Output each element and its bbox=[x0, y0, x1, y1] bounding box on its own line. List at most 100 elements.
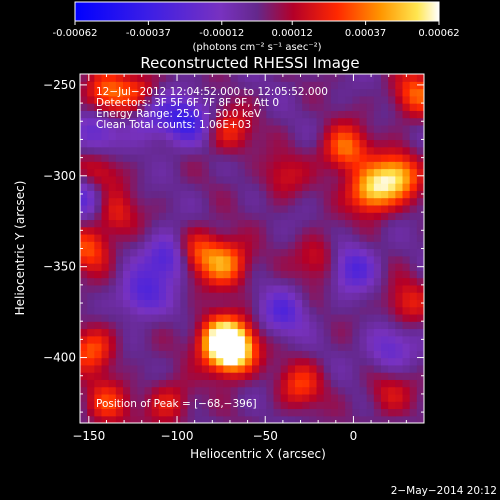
heatmap-cell bbox=[237, 372, 246, 380]
heatmap-cell bbox=[115, 393, 124, 402]
heatmap-cell bbox=[209, 197, 217, 206]
heatmap-cell bbox=[187, 306, 196, 315]
heatmap-cell bbox=[166, 415, 174, 423]
heatmap-cell bbox=[187, 95, 196, 104]
heatmap-cell bbox=[237, 88, 246, 97]
heatmap-cell bbox=[130, 219, 138, 228]
heatmap-cell bbox=[137, 372, 146, 380]
heatmap-cell bbox=[395, 255, 404, 264]
heatmap-cell bbox=[273, 255, 282, 264]
heatmap-cell bbox=[266, 88, 275, 97]
heatmap-cell bbox=[338, 88, 346, 97]
heatmap-cell bbox=[259, 292, 267, 300]
heatmap-cell bbox=[180, 103, 189, 111]
heatmap-cell bbox=[87, 328, 95, 337]
heatmap-cell bbox=[388, 139, 396, 148]
heatmap-cell bbox=[144, 197, 153, 206]
heatmap-cell bbox=[402, 263, 411, 271]
heatmap-cell bbox=[409, 292, 418, 300]
heatmap-cell bbox=[252, 350, 260, 359]
heatmap-image bbox=[80, 74, 424, 423]
heatmap-cell bbox=[416, 190, 424, 199]
heatmap-cell bbox=[259, 248, 267, 257]
heatmap-cell bbox=[373, 88, 382, 97]
heatmap-cell bbox=[87, 168, 95, 177]
heatmap-cell bbox=[244, 299, 253, 308]
heatmap-cell bbox=[409, 357, 418, 366]
heatmap-cell bbox=[381, 241, 389, 250]
heatmap-cell bbox=[388, 350, 396, 359]
heatmap-cell bbox=[123, 255, 131, 264]
heatmap-cell bbox=[388, 183, 396, 191]
heatmap-cell bbox=[216, 284, 224, 293]
heatmap-cell bbox=[273, 401, 282, 410]
heatmap-cell bbox=[230, 204, 239, 213]
heatmap-cell bbox=[108, 306, 117, 315]
heatmap-cell bbox=[180, 175, 189, 184]
heatmap-cell bbox=[201, 386, 210, 395]
heatmap-cell bbox=[94, 139, 103, 148]
heatmap-cell bbox=[316, 386, 325, 395]
heatmap-cell bbox=[330, 248, 339, 257]
heatmap-cell bbox=[87, 153, 95, 162]
heatmap-cell bbox=[216, 241, 224, 250]
heatmap-cell bbox=[94, 88, 103, 97]
heatmap-cell bbox=[166, 88, 174, 97]
heatmap-cell bbox=[108, 161, 117, 170]
heatmap-cell bbox=[230, 74, 239, 82]
heatmap-cell bbox=[158, 357, 167, 366]
heatmap-cell bbox=[416, 386, 424, 395]
heatmap-cell bbox=[381, 88, 389, 97]
heatmap-cell bbox=[366, 161, 375, 170]
heatmap-cell bbox=[309, 233, 318, 242]
heatmap-cell bbox=[302, 110, 310, 119]
heatmap-cell bbox=[416, 226, 424, 235]
heatmap-cell bbox=[244, 408, 253, 417]
heatmap-cell bbox=[137, 350, 146, 359]
heatmap-cell bbox=[259, 103, 267, 111]
heatmap-cell bbox=[230, 132, 239, 141]
heatmap-cell bbox=[115, 233, 124, 242]
heatmap-cell bbox=[381, 277, 389, 286]
heatmap-cell bbox=[402, 132, 411, 141]
heatmap-cell bbox=[137, 103, 146, 111]
heatmap-cell bbox=[130, 372, 138, 380]
heatmap-cell bbox=[373, 321, 382, 330]
heatmap-cell bbox=[115, 328, 124, 337]
heatmap-cell bbox=[216, 226, 224, 235]
heatmap-cell bbox=[323, 299, 332, 308]
heatmap-cell bbox=[180, 277, 189, 286]
heatmap-cell bbox=[94, 270, 103, 279]
heatmap-cell bbox=[166, 372, 174, 380]
heatmap-cell bbox=[237, 364, 246, 373]
heatmap-cell bbox=[80, 153, 88, 162]
heatmap-cell bbox=[366, 212, 375, 221]
heatmap-cell bbox=[295, 146, 303, 155]
heatmap-cell bbox=[345, 219, 353, 228]
heatmap-cell bbox=[237, 204, 246, 213]
heatmap-cell bbox=[273, 183, 282, 191]
heatmap-cell bbox=[323, 328, 332, 337]
heatmap-cell bbox=[80, 277, 88, 286]
heatmap-cell bbox=[187, 299, 196, 308]
heatmap-cell bbox=[244, 219, 253, 228]
heatmap-cell bbox=[273, 175, 282, 184]
heatmap-cell bbox=[273, 408, 282, 417]
heatmap-cell bbox=[388, 379, 396, 388]
heatmap-cell bbox=[123, 415, 131, 423]
heatmap-cell bbox=[173, 139, 181, 148]
heatmap-cell bbox=[94, 335, 103, 344]
heatmap-cell bbox=[330, 241, 339, 250]
heatmap-cell bbox=[273, 204, 282, 213]
heatmap-cell bbox=[151, 255, 160, 264]
heatmap-cell bbox=[173, 306, 181, 315]
heatmap-cell bbox=[158, 263, 167, 271]
heatmap-cell bbox=[416, 372, 424, 380]
heatmap-cell bbox=[316, 74, 325, 82]
heatmap-cell bbox=[144, 328, 153, 337]
heatmap-cell bbox=[194, 226, 203, 235]
heatmap-cell bbox=[266, 103, 275, 111]
heatmap-cell bbox=[115, 103, 124, 111]
heatmap-cell bbox=[123, 379, 131, 388]
heatmap-cell bbox=[345, 393, 353, 402]
